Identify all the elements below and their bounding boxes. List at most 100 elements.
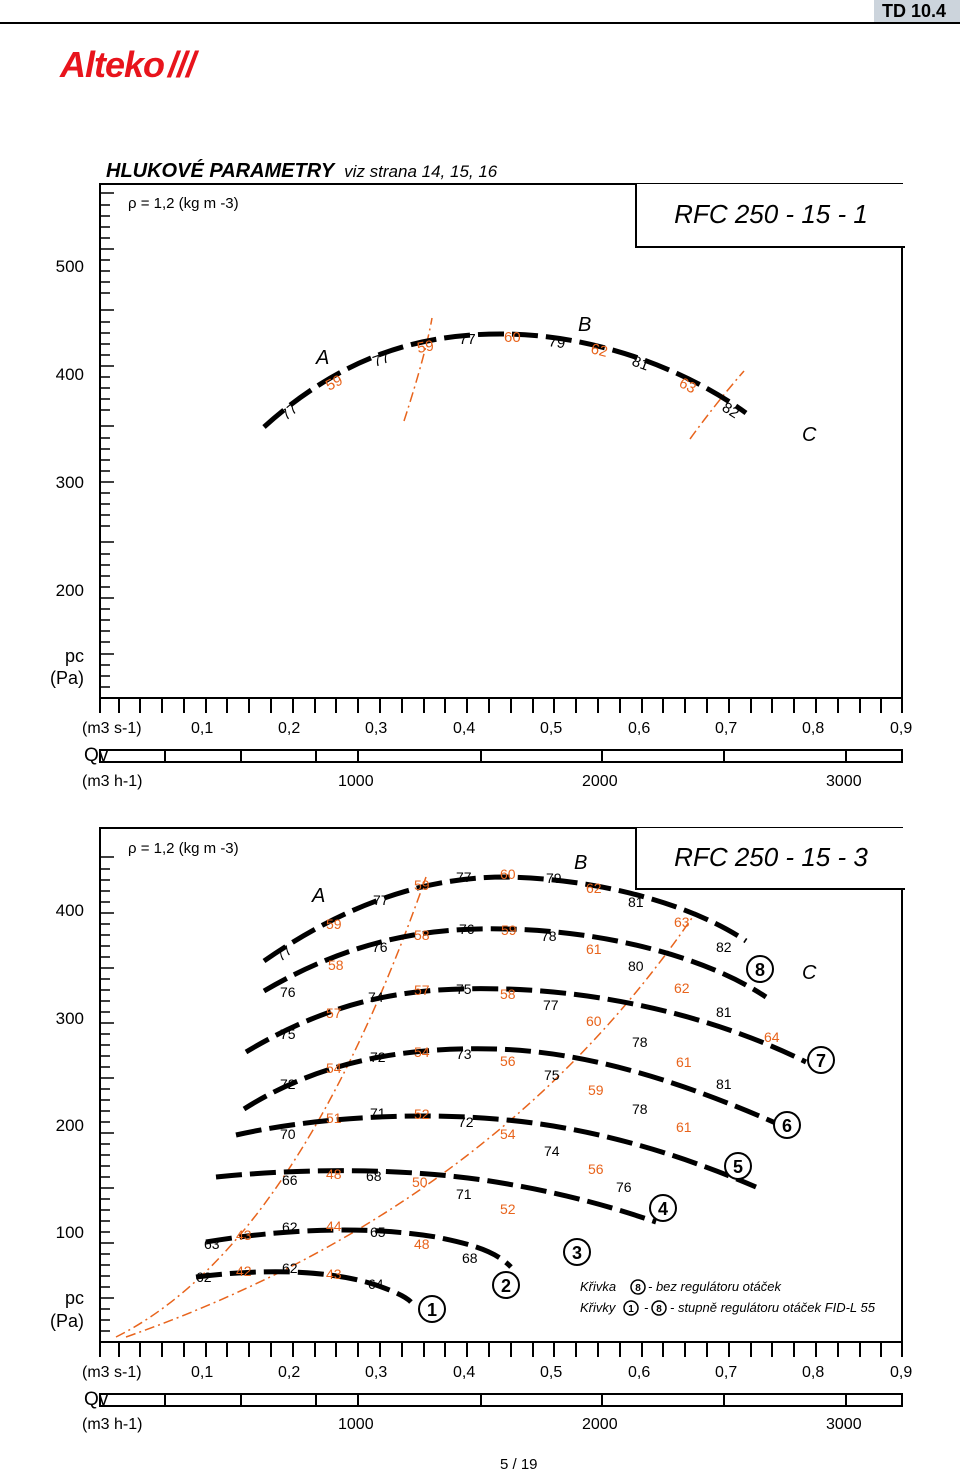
label-black: 75 [456, 981, 472, 997]
label-black: 71 [370, 1105, 386, 1121]
label-black: 78 [632, 1034, 648, 1050]
curve-6 [242, 1046, 798, 1135]
label-black: 76 [280, 984, 296, 1000]
label-orange: 43 [236, 1227, 252, 1243]
x-tick: 3000 [826, 773, 862, 790]
y-tick: 100 [55, 1223, 84, 1242]
chart1: 77 59 77 59 77 60 79 62 81 63 82 A B C [99, 183, 903, 763]
curve-number-2: 2 [501, 1276, 511, 1296]
y-tick: 200 [55, 1116, 84, 1135]
chart2-title: RFC 250 - 15 - 3 [635, 828, 905, 890]
label-orange: 57 [326, 1005, 342, 1021]
label-orange: 48 [414, 1236, 430, 1252]
chart2-system-line-b [125, 911, 697, 1338]
y-tick: 500 [55, 257, 84, 276]
curve-number-8: 8 [755, 960, 765, 980]
label-orange: 52 [414, 1106, 430, 1122]
legend-line1-b: - bez regulátoru otáček [648, 1279, 782, 1294]
curve-number-7: 7 [816, 1051, 826, 1071]
label-orange: 62 [674, 980, 690, 996]
legend-line1-num: 8 [635, 1283, 641, 1294]
chart2-curves [195, 874, 808, 1304]
label-orange: 54 [326, 1060, 342, 1076]
label-orange: 58 [414, 927, 430, 943]
label-black: 81 [628, 894, 644, 910]
x-tick: 0,2 [278, 1364, 301, 1381]
label-orange: 62 [586, 880, 602, 896]
label-black: 74 [368, 989, 384, 1005]
x-unit-s: (m3 s-1) [82, 720, 142, 737]
curve-7 [244, 986, 808, 1065]
label-black: 63 [204, 1236, 220, 1252]
label-black: 66 [282, 1172, 298, 1188]
label-black: 70 [280, 1126, 296, 1142]
label-orange: 48 [326, 1166, 342, 1182]
label-orange: 43 [326, 1266, 342, 1282]
zone-label-c: C [802, 962, 817, 984]
label-orange: 59 [501, 922, 517, 938]
label-orange: 59 [416, 337, 435, 357]
label-black: 81 [630, 353, 651, 375]
curve-number-3: 3 [572, 1243, 582, 1263]
legend-line2-n2: 8 [656, 1304, 662, 1315]
label-black: 77 [543, 997, 559, 1013]
legend-line2-a: Křivky [580, 1300, 617, 1315]
label-black: 62 [282, 1260, 298, 1276]
label-black: 62 [282, 1219, 298, 1235]
x-tick: 1000 [338, 1416, 374, 1433]
x-tick: 0,3 [365, 1364, 388, 1381]
chart2-y-ruler [100, 856, 114, 1332]
chart2-system-line-a [115, 876, 427, 1338]
curve-number-1: 1 [427, 1300, 437, 1320]
x-tick: 0,9 [890, 1364, 913, 1381]
chart2-frame [99, 827, 903, 1343]
label-orange: 61 [586, 941, 602, 957]
label-black: 75 [544, 1067, 560, 1083]
curve-2 [205, 1227, 513, 1269]
x-tick: 0,4 [453, 720, 476, 737]
y-tick: 200 [55, 581, 84, 600]
x-tick: 0,5 [540, 1364, 563, 1381]
curve-7-upper [262, 926, 768, 1000]
x-tick: 0,4 [453, 1364, 476, 1381]
label-black: 72 [280, 1076, 296, 1092]
curve-1 [195, 1269, 413, 1304]
chart1-frame [99, 183, 903, 699]
header-rule [0, 22, 960, 24]
label-orange: 60 [504, 329, 521, 346]
logo-bars-icon: /// [168, 44, 196, 85]
label-black: 79 [547, 333, 566, 352]
logo-text: Alteko [60, 44, 165, 85]
label-black: 65 [370, 1224, 386, 1240]
chart1-curve-labels: 77 59 77 59 77 60 79 62 81 63 82 [278, 329, 742, 424]
label-orange: 56 [588, 1161, 604, 1177]
y-axis-name: pc [64, 1288, 84, 1308]
section-title: HLUKOVÉ PARAMETRY [106, 160, 335, 182]
x-tick: 0,9 [890, 720, 913, 737]
label-orange: 64 [764, 1029, 780, 1045]
zone-label-a: A [311, 885, 325, 907]
label-orange: 44 [326, 1218, 342, 1234]
chart2-density: ρ = 1,2 (kg m -3) [128, 840, 239, 857]
zone-label-a: A [315, 347, 329, 369]
label-black: 68 [462, 1250, 478, 1266]
legend-line2-n1: 1 [628, 1304, 634, 1315]
chart1-x-ruler-s [99, 698, 903, 713]
curve-number-6: 6 [782, 1116, 792, 1136]
chart1-density: ρ = 1,2 (kg m -3) [128, 195, 239, 212]
curve-8 [262, 874, 748, 964]
x-tick: 0,8 [802, 720, 825, 737]
label-black: 72 [458, 1114, 474, 1130]
x-tick: 0,7 [715, 720, 738, 737]
x-tick: 0,6 [628, 720, 651, 737]
label-black: 82 [716, 939, 732, 955]
chart2-curve-numbers: 1 2 3 4 5 6 7 8 [418, 955, 835, 1323]
y-axis-unit: (Pa) [49, 1311, 84, 1331]
label-orange: 59 [323, 372, 346, 395]
y-axis-unit: (Pa) [49, 668, 84, 688]
chart1-system-line-b [689, 370, 745, 440]
label-orange: 50 [412, 1174, 428, 1190]
y-tick: 300 [55, 473, 84, 492]
x-unit-h: (m3 h-1) [82, 1416, 143, 1433]
curve-5 [235, 1113, 757, 1190]
